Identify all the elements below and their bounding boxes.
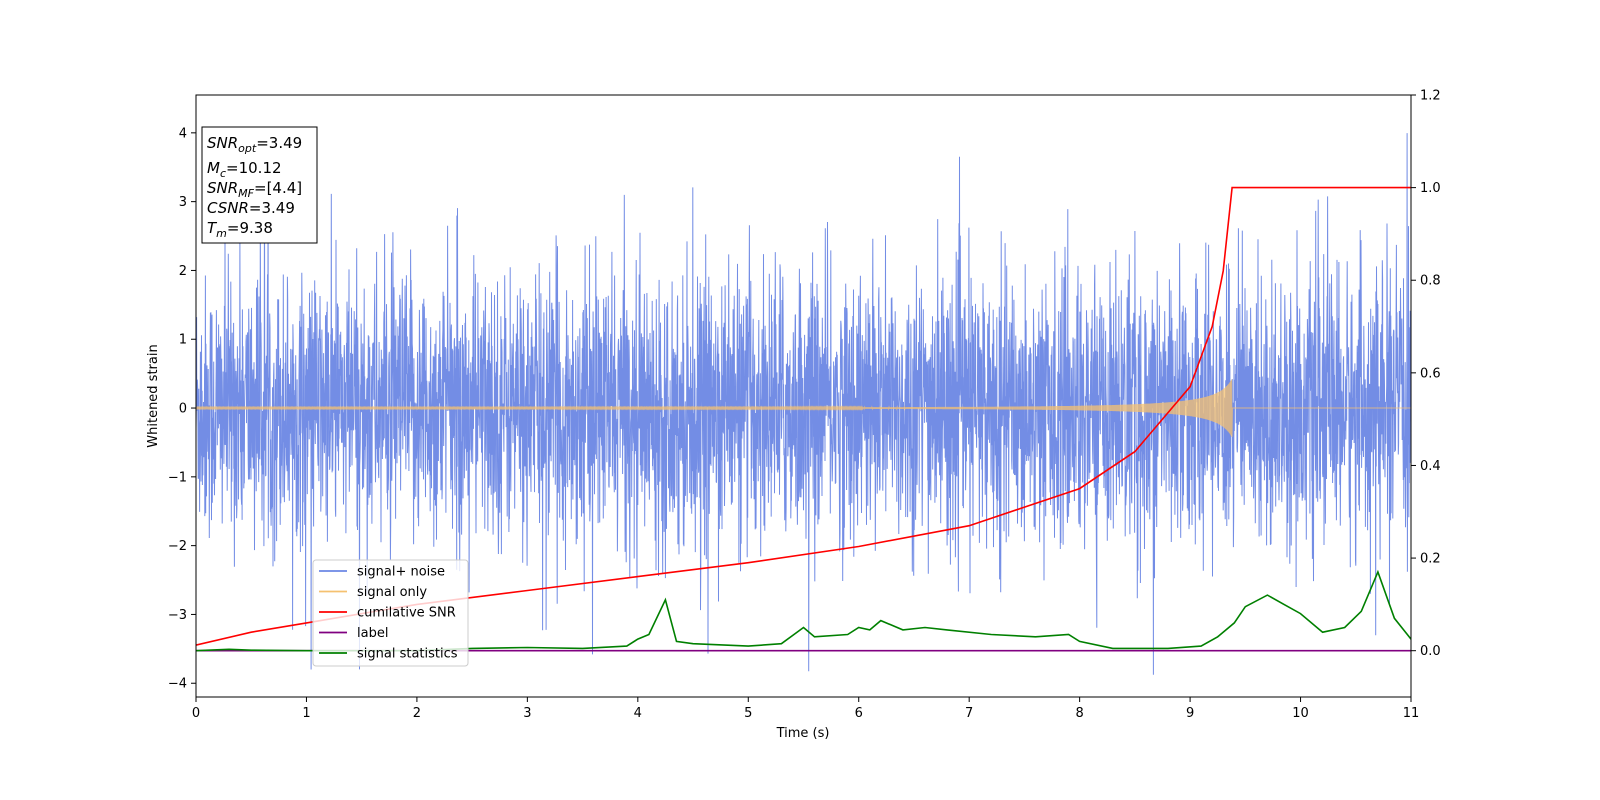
y-axis-right: 0.0 0.2 0.4 0.6 0.8 1.0 1.2 — [1411, 89, 1441, 659]
x-tick-label: 10 — [1292, 706, 1309, 721]
axes-frame — [195, 94, 1412, 698]
legend-entry: signal+ noise — [357, 565, 445, 580]
y-axis-label: Whitened strain — [146, 344, 161, 447]
y-left-tick-label: −3 — [168, 608, 187, 623]
y-left-tick-label: 0 — [179, 402, 187, 417]
x-axis: 0 1 2 3 4 5 6 7 8 9 10 11 — [192, 697, 1419, 721]
x-tick-label: 9 — [1186, 706, 1194, 721]
annotation-line: CSNR=3.49 — [207, 199, 295, 217]
x-tick-label: 4 — [634, 706, 642, 721]
annotation-frame — [201, 126, 318, 244]
y-left-tick-label: −2 — [168, 539, 187, 554]
y-right-tick-label: 1.0 — [1420, 181, 1441, 196]
y-left-tick-label: 2 — [179, 264, 187, 279]
y-right-tick-label: 1.2 — [1420, 89, 1441, 104]
y-left-tick-label: 3 — [179, 195, 187, 210]
y-left-tick-label: −4 — [168, 677, 187, 692]
legend-entry: signal statistics — [357, 647, 458, 662]
y-right-tick-label: 0.2 — [1420, 552, 1441, 567]
y-right-tick-label: 0.4 — [1420, 459, 1441, 474]
x-tick-label: 1 — [302, 706, 310, 721]
y-right-tick-label: 0.6 — [1420, 366, 1441, 381]
y-left-tick-label: 1 — [179, 333, 187, 348]
annotation-line: SNRMF=[4.4] — [207, 179, 302, 200]
y-axis-left: −4 −3 −2 −1 0 1 2 3 4 — [168, 126, 196, 692]
legend-entry: signal only — [357, 585, 427, 600]
legend-frame — [312, 559, 469, 667]
series-signal-plus-noise — [196, 133, 1411, 675]
x-tick-label: 2 — [413, 706, 421, 721]
legend: signal+ noise signal only cumilative SNR la… — [312, 559, 469, 667]
x-tick-label: 5 — [744, 706, 752, 721]
x-axis-label: Time (s) — [776, 726, 830, 741]
annotation-line: Mc=10.12 — [207, 159, 282, 180]
x-tick-label: 11 — [1403, 706, 1420, 721]
x-tick-label: 6 — [855, 706, 863, 721]
series-signal-statistics — [196, 569, 1411, 652]
annotation-line: Tm=9.38 — [207, 219, 273, 240]
x-tick-label: 3 — [523, 706, 531, 721]
annotation-line: SNRopt=3.49 — [207, 134, 302, 155]
legend-entry: label — [357, 626, 388, 641]
y-right-tick-label: 0.8 — [1420, 274, 1441, 289]
x-tick-label: 8 — [1075, 706, 1083, 721]
legend-entry: cumilative SNR — [357, 606, 456, 621]
y-left-tick-label: −1 — [168, 470, 187, 485]
y-right-tick-label: 0.0 — [1420, 644, 1441, 659]
y-left-tick-label: 4 — [179, 126, 187, 141]
x-tick-label: 0 — [192, 706, 200, 721]
series-signal-only — [196, 379, 1411, 437]
x-tick-label: 7 — [965, 706, 973, 721]
